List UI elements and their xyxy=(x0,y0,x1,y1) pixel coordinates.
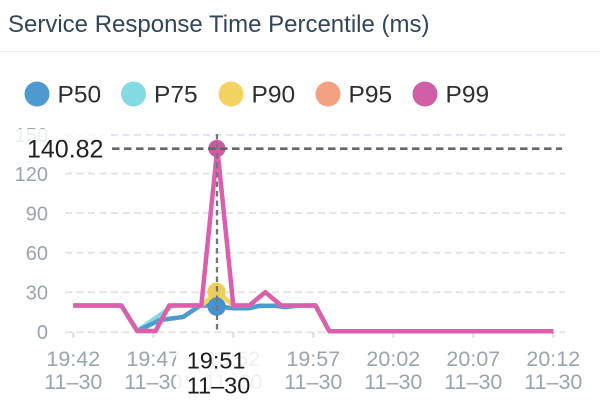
svg-text:19:57: 19:57 xyxy=(286,347,340,371)
svg-text:11–30: 11–30 xyxy=(44,370,102,394)
svg-text:20:12: 20:12 xyxy=(526,347,580,371)
svg-text:140.82: 140.82 xyxy=(27,135,103,163)
svg-text:60: 60 xyxy=(26,243,48,265)
svg-text:0: 0 xyxy=(37,322,48,344)
svg-text:19:42: 19:42 xyxy=(46,347,100,371)
svg-text:11–30: 11–30 xyxy=(444,370,502,394)
svg-text:P99: P99 xyxy=(446,82,490,109)
svg-text:Service Response Time Percenti: Service Response Time Percentile (ms) xyxy=(8,11,429,38)
svg-text:19:47: 19:47 xyxy=(126,347,180,371)
svg-text:20:02: 20:02 xyxy=(366,347,420,371)
svg-text:P75: P75 xyxy=(154,82,198,109)
svg-text:20:07: 20:07 xyxy=(446,347,500,371)
svg-text:11–30: 11–30 xyxy=(364,370,422,394)
svg-text:11–30: 11–30 xyxy=(124,370,182,394)
svg-text:19:51: 19:51 xyxy=(187,348,246,374)
svg-text:90: 90 xyxy=(26,203,48,225)
svg-text:11–30: 11–30 xyxy=(187,373,251,399)
svg-text:11–30: 11–30 xyxy=(284,370,342,394)
svg-text:30: 30 xyxy=(26,283,48,305)
svg-text:P90: P90 xyxy=(252,82,296,109)
svg-text:11–30: 11–30 xyxy=(524,370,582,394)
svg-text:120: 120 xyxy=(15,164,48,186)
svg-text:P50: P50 xyxy=(58,82,102,109)
svg-text:P95: P95 xyxy=(349,82,393,109)
